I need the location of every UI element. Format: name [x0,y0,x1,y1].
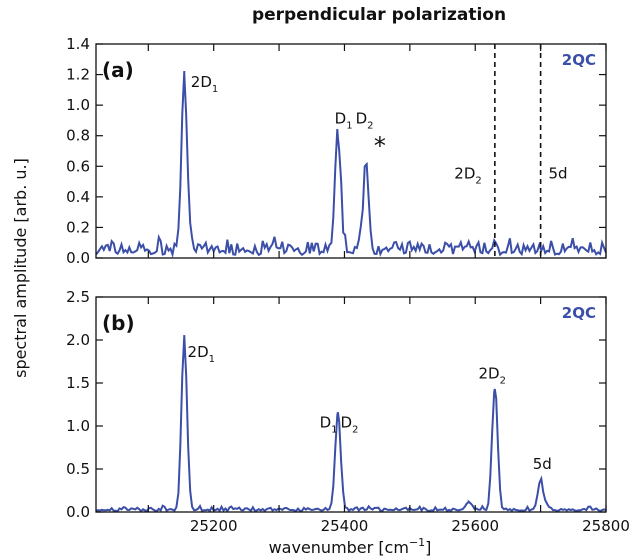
y-tick-label: 0.2 [66,218,90,236]
artifact-marker: * [374,132,386,160]
y-tick-label: 0.5 [66,460,90,478]
y-tick-label: 2.5 [66,288,90,306]
peak-annotation-main: D [341,414,353,432]
peak-annotation-sub: 2 [367,120,373,131]
peak-annotation-sub: 1 [331,425,337,436]
x-axis-label-end: ] [425,538,431,557]
plot-frame [95,296,607,513]
peak-annotation-main: D [335,109,347,127]
y-tick-label: 0.8 [66,127,90,145]
peak-annotation: 2D1 [188,343,215,365]
spectrum-line [96,335,606,512]
panel-label: (a) [102,58,134,82]
peak-annotation-main: 2D [188,343,209,361]
peak-annotation-sub: 1 [209,354,215,365]
x-axis-label: wavenumber [cm−1] [269,536,432,557]
peak-annotation-sub: 1 [346,120,352,131]
y-tick-label: 1.5 [66,374,90,392]
peak-annotation-main: 5d [548,165,567,183]
peak-annotation-main: 2D [454,165,475,183]
peak-annotation: D1 D2 [320,414,359,436]
y-axis-label: spectral amplitude [arb. u.] [11,158,30,378]
y-tick-label: 1.0 [66,96,90,114]
x-tick-label: 25200 [190,517,238,535]
peak-annotation: D1 D2 [335,109,374,131]
y-tick-label: 1.2 [66,66,90,84]
x-axis-label-main: wavenumber [cm [269,538,409,557]
spectrum-line [96,70,606,258]
y-tick-label: 0.6 [66,157,90,175]
y-tick-label: 1.0 [66,417,90,435]
peak-annotation-sub: 2 [475,176,481,187]
peak-annotation: 2D2 [479,365,506,387]
chart-title: perpendicular polarization [252,5,506,25]
coherence-label: 2QC [562,51,596,69]
peak-annotation-main: D [320,414,332,432]
y-tick-label: 0.0 [66,503,90,521]
panel-b: 0.0 0.5 1.0 1.5 2.0 2.5 25200 25400 25600 25800 (b… [66,288,630,535]
peak-annotation: 2D1 [191,73,218,95]
plot-frame [95,43,607,259]
peak-annotation-main: 5d [533,455,552,473]
peak-annotation-sub: 2 [500,376,506,387]
peak-annotation-main: 2D [191,73,212,91]
x-tick-label: 25400 [321,517,369,535]
peak-annotation: 2D2 [454,165,481,187]
peak-annotation-sub: 1 [212,84,218,95]
y-tick-label: 0.4 [66,188,90,206]
peak-annotation-main: D [356,109,368,127]
y-tick-label: 1.4 [66,35,90,53]
peak-annotation-main: 2D [479,365,500,383]
x-tick-label: 25600 [451,517,499,535]
y-tick-label: 2.0 [66,331,90,349]
x-tick-label: 25800 [582,517,630,535]
peak-annotation: 5d [548,165,567,183]
panel-label: (b) [102,311,135,335]
x-axis-label-sup: −1 [409,536,425,549]
peak-annotation: 5d [533,455,552,473]
y-tick-label: 0.0 [66,249,90,267]
peak-annotation-sub: 2 [352,425,358,436]
coherence-label: 2QC [562,304,596,322]
